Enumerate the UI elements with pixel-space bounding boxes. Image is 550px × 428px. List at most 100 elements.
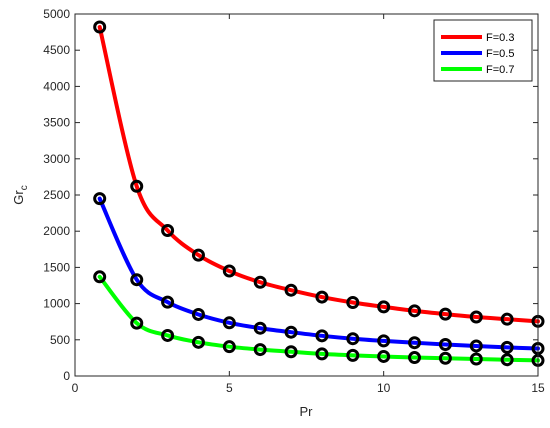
data-point-center [135,321,139,325]
data-point-center [258,326,262,330]
data-point [222,316,236,330]
marker-layer [93,20,545,367]
data-point [315,290,329,304]
data-point [346,332,360,346]
data-point-center [98,25,102,29]
data-point-center [474,357,478,361]
x-tick-label: 5 [226,381,233,395]
y-tick-label: 2000 [43,224,70,238]
data-point-center [227,321,231,325]
data-point-center [196,253,200,257]
data-point [93,270,107,284]
y-axis-label-subscript: c [19,185,30,190]
data-point-center [320,334,324,338]
data-point [284,345,298,359]
data-point [130,273,144,287]
data-point [438,351,452,365]
data-point-center [320,352,324,356]
data-point [130,316,144,330]
legend-label-f05: F=0.5 [486,48,514,60]
data-point-center [98,275,102,279]
data-point-center [413,341,417,345]
data-point [500,312,514,326]
data-point-center [351,337,355,341]
tick-layer: 0 5 10 15 0 500 1000 1500 2000 2500 3000 3500 4000 45… [43,7,545,395]
data-point [191,335,205,349]
data-point [500,353,514,367]
data-point [408,304,422,318]
data-point-center [505,358,509,362]
data-point [161,223,175,237]
data-point-center [166,228,170,232]
data-point-center [166,333,170,337]
data-point [284,325,298,339]
data-point-center [382,305,386,309]
data-point [222,340,236,354]
data-point-center [258,280,262,284]
data-point-center [443,343,447,347]
data-point-center [227,269,231,273]
y-axis-label: Grc [11,185,30,204]
data-point [377,349,391,363]
data-point [284,283,298,297]
data-point [253,275,267,289]
x-tick-label: 10 [377,381,391,395]
data-point-center [196,340,200,344]
data-point [253,343,267,357]
data-point-center [135,278,139,282]
data-point [93,20,107,34]
y-axis-label-main: Gr [11,190,26,205]
data-point [469,352,483,366]
data-point-center [413,356,417,360]
data-point [500,340,514,354]
data-point-center [474,344,478,348]
x-tick-label: 0 [72,381,79,395]
data-point-center [227,345,231,349]
data-point [408,336,422,350]
data-point [161,328,175,342]
data-point [130,179,144,193]
data-point-center [382,354,386,358]
data-point-center [443,312,447,316]
y-tick-label: 4000 [43,79,70,93]
data-point [222,264,236,278]
data-point [438,307,452,321]
data-point-center [382,339,386,343]
data-point-center [289,350,293,354]
data-point-center [351,301,355,305]
data-point [438,338,452,352]
y-tick-label: 1500 [43,260,70,274]
y-tick-label: 1000 [43,297,70,311]
legend: F=0.3 F=0.5 F=0.7 [433,19,533,82]
data-point [191,248,205,262]
data-point [377,300,391,314]
data-point [346,296,360,310]
y-tick-label: 2500 [43,188,70,202]
data-point [191,307,205,321]
data-point [377,334,391,348]
data-point [93,192,107,206]
data-point [315,329,329,343]
legend-box [433,19,533,82]
data-point [346,348,360,362]
data-point-center [505,345,509,349]
data-point-center [443,356,447,360]
x-tick-label: 15 [531,381,545,395]
y-tick-label: 3500 [43,116,70,130]
data-point-center [98,197,102,201]
data-point-center [351,353,355,357]
legend-label-f07: F=0.7 [486,64,514,76]
y-tick-label: 5000 [43,7,70,21]
data-point [408,351,422,365]
x-axis-label: Pr [300,404,314,419]
y-tick-label: 4500 [43,43,70,57]
data-point-center [289,288,293,292]
data-point-center [505,317,509,321]
data-point-center [413,309,417,313]
data-point [315,347,329,361]
y-tick-label: 500 [50,333,70,347]
y-tick-label: 3000 [43,152,70,166]
data-point [253,321,267,335]
legend-label-f03: F=0.3 [486,32,514,44]
